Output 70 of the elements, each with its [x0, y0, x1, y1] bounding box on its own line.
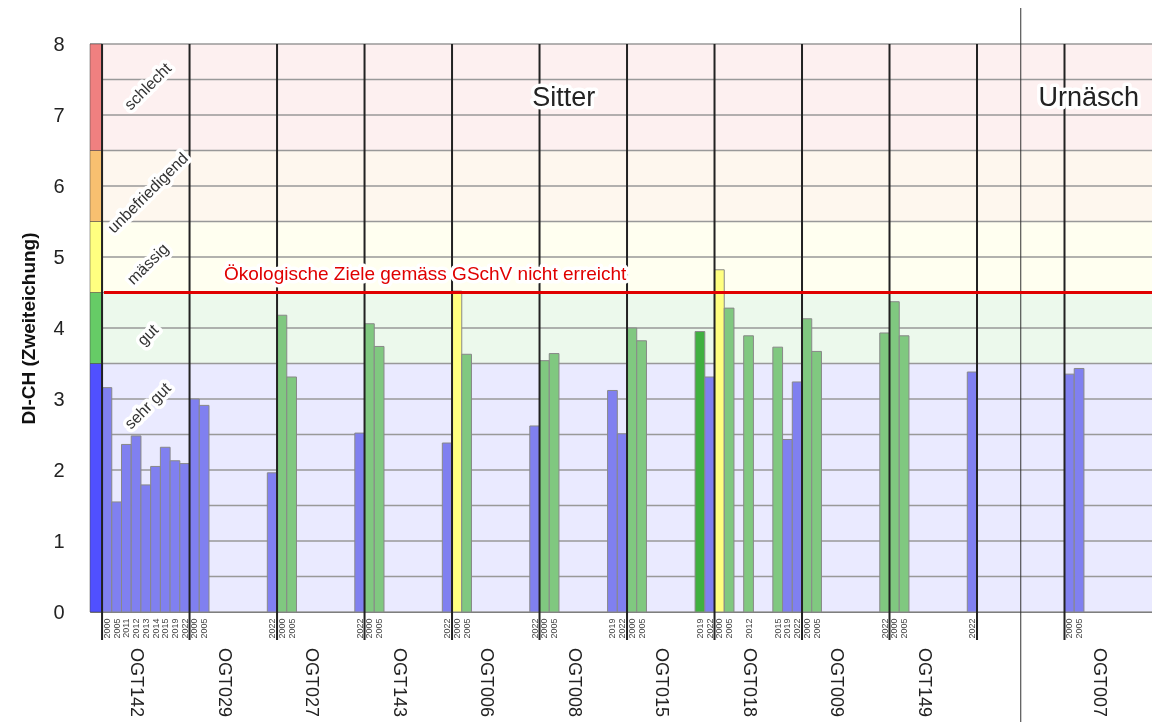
x-tick-label: 2022 [704, 618, 715, 639]
x-tick-label: 2005 [286, 618, 297, 639]
x-tick-label: 2022 [792, 618, 803, 639]
x-tick-label: 2005 [199, 618, 210, 639]
x-tick-label: 2005 [461, 618, 472, 639]
x-tick-label: 2005 [374, 618, 385, 639]
y-tick-label: 8 [53, 32, 65, 55]
band-label: sehr gut [121, 378, 175, 433]
x-tick-label: 2005 [811, 618, 822, 639]
x-tick-label: 2022 [267, 618, 278, 639]
x-tick-label: 2005 [1074, 618, 1085, 639]
bar [354, 432, 366, 613]
y-tick-label: 2 [53, 458, 65, 481]
text: OGT027 [302, 648, 323, 718]
x-tick-label: 2012 [131, 618, 142, 639]
y-tick-label: 1 [53, 529, 65, 552]
y-tick-label: 6 [53, 174, 65, 197]
x-tick-label: 2000 [189, 618, 200, 639]
x-tick-label: 2019 [607, 618, 618, 639]
y-tick-label: 0 [53, 600, 65, 623]
x-tick-label: 2019 [782, 618, 793, 639]
text: OGT015 [652, 648, 673, 718]
y-axis-title: DI-CH (Zweiteichung) [18, 232, 40, 425]
x-tick-label: 2005 [111, 618, 122, 639]
x-tick-label: 2013 [140, 618, 151, 639]
x-tick-label: 2011 [121, 618, 132, 638]
text: OGT149 [914, 648, 935, 718]
x-tick-label: 2000 [1064, 618, 1075, 639]
x-tick-label: 2022 [354, 618, 365, 639]
y-tick-label: 3 [53, 387, 65, 410]
text: OGT007 [1089, 648, 1110, 718]
x-tick-label: 2012 [743, 618, 754, 639]
text: OGT029 [214, 648, 235, 718]
bar [743, 335, 754, 613]
x-tick-label: 2000 [889, 618, 900, 639]
text: OGT018 [739, 648, 760, 718]
bar [529, 425, 541, 613]
text: OGT008 [564, 648, 585, 718]
x-tick-label: 2022 [529, 618, 540, 639]
x-tick-label: 2022 [179, 618, 190, 639]
x-tick-label: 2000 [626, 618, 637, 639]
x-tick-label: 2005 [899, 618, 910, 639]
x-tick-label: 2000 [364, 618, 375, 639]
bar [879, 332, 891, 613]
x-tick-label: 2019 [694, 618, 705, 639]
x-tick-label: 2015 [160, 618, 171, 639]
x-tick-label: 2022 [967, 618, 978, 639]
x-tick-label: 2015 [772, 618, 783, 639]
x-tick-label: 2000 [714, 618, 725, 639]
x-tick-label: 2014 [150, 618, 161, 639]
x-tick-label: 2000 [539, 618, 550, 639]
x-tick-label: 2000 [451, 618, 462, 639]
x-tick-label: 2005 [549, 618, 560, 639]
y-tick-label: 5 [53, 245, 65, 268]
text: OGT009 [827, 648, 848, 718]
y-tick-label: 4 [53, 316, 65, 339]
x-tick-label: 2000 [801, 618, 812, 639]
x-tick-label: 2022 [617, 618, 628, 639]
x-tick-label: 2005 [636, 618, 647, 639]
y-tick-label: 7 [53, 103, 65, 126]
x-tick-label: 2005 [724, 618, 735, 639]
x-tick-label: 2022 [442, 618, 453, 639]
x-tick-label: 2022 [879, 618, 890, 639]
x-tick-label: 2000 [276, 618, 287, 639]
x-tick-label: 2019 [169, 618, 180, 639]
text: OGT006 [477, 648, 498, 718]
x-tick-label: 2000 [101, 618, 112, 639]
band-label: gut [133, 320, 162, 349]
text: OGT143 [389, 648, 410, 718]
text: OGT142 [127, 648, 148, 718]
